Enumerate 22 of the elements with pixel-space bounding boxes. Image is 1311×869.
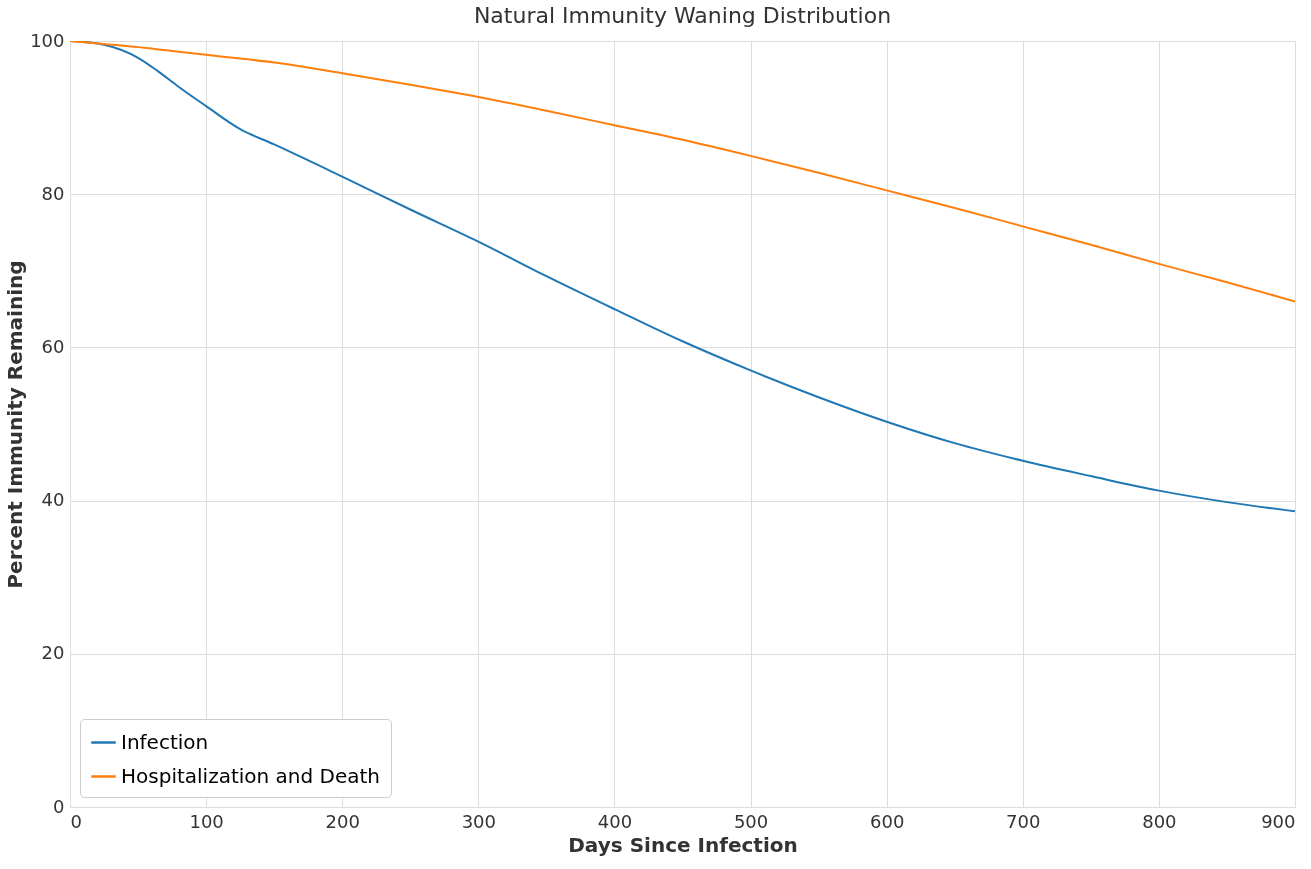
y-tick-label: 100 — [30, 29, 65, 51]
legend-label: Infection — [121, 729, 209, 754]
x-tick-label: 300 — [461, 810, 497, 832]
line-series — [70, 41, 1295, 303]
x-tick-label: 0 — [70, 810, 82, 832]
y-tick-label: 20 — [41, 642, 65, 664]
x-tick-label: 600 — [869, 810, 905, 832]
legend-label: Hospitalization and Death — [121, 763, 381, 788]
x-tick-label: 700 — [1006, 810, 1041, 832]
x-tick-label: 400 — [597, 810, 633, 832]
y-tick-label: 60 — [41, 335, 65, 357]
x-axis-title: Days Since Infection — [568, 832, 798, 857]
x-tick-label: 900 — [1261, 810, 1296, 832]
x-tick-label: 100 — [189, 810, 224, 832]
y-axis-title: Percent Immunity Remaining — [3, 260, 28, 589]
y-tick-label: 0 — [53, 795, 65, 817]
x-tick-label: 500 — [733, 810, 769, 832]
x-tick-label: 200 — [325, 810, 360, 832]
y-tick-label: 80 — [41, 182, 65, 204]
chart-title: Natural Immunity Waning Distribution — [473, 3, 892, 28]
y-tick-label: 40 — [41, 489, 65, 511]
x-tick-label: 800 — [1142, 810, 1177, 832]
